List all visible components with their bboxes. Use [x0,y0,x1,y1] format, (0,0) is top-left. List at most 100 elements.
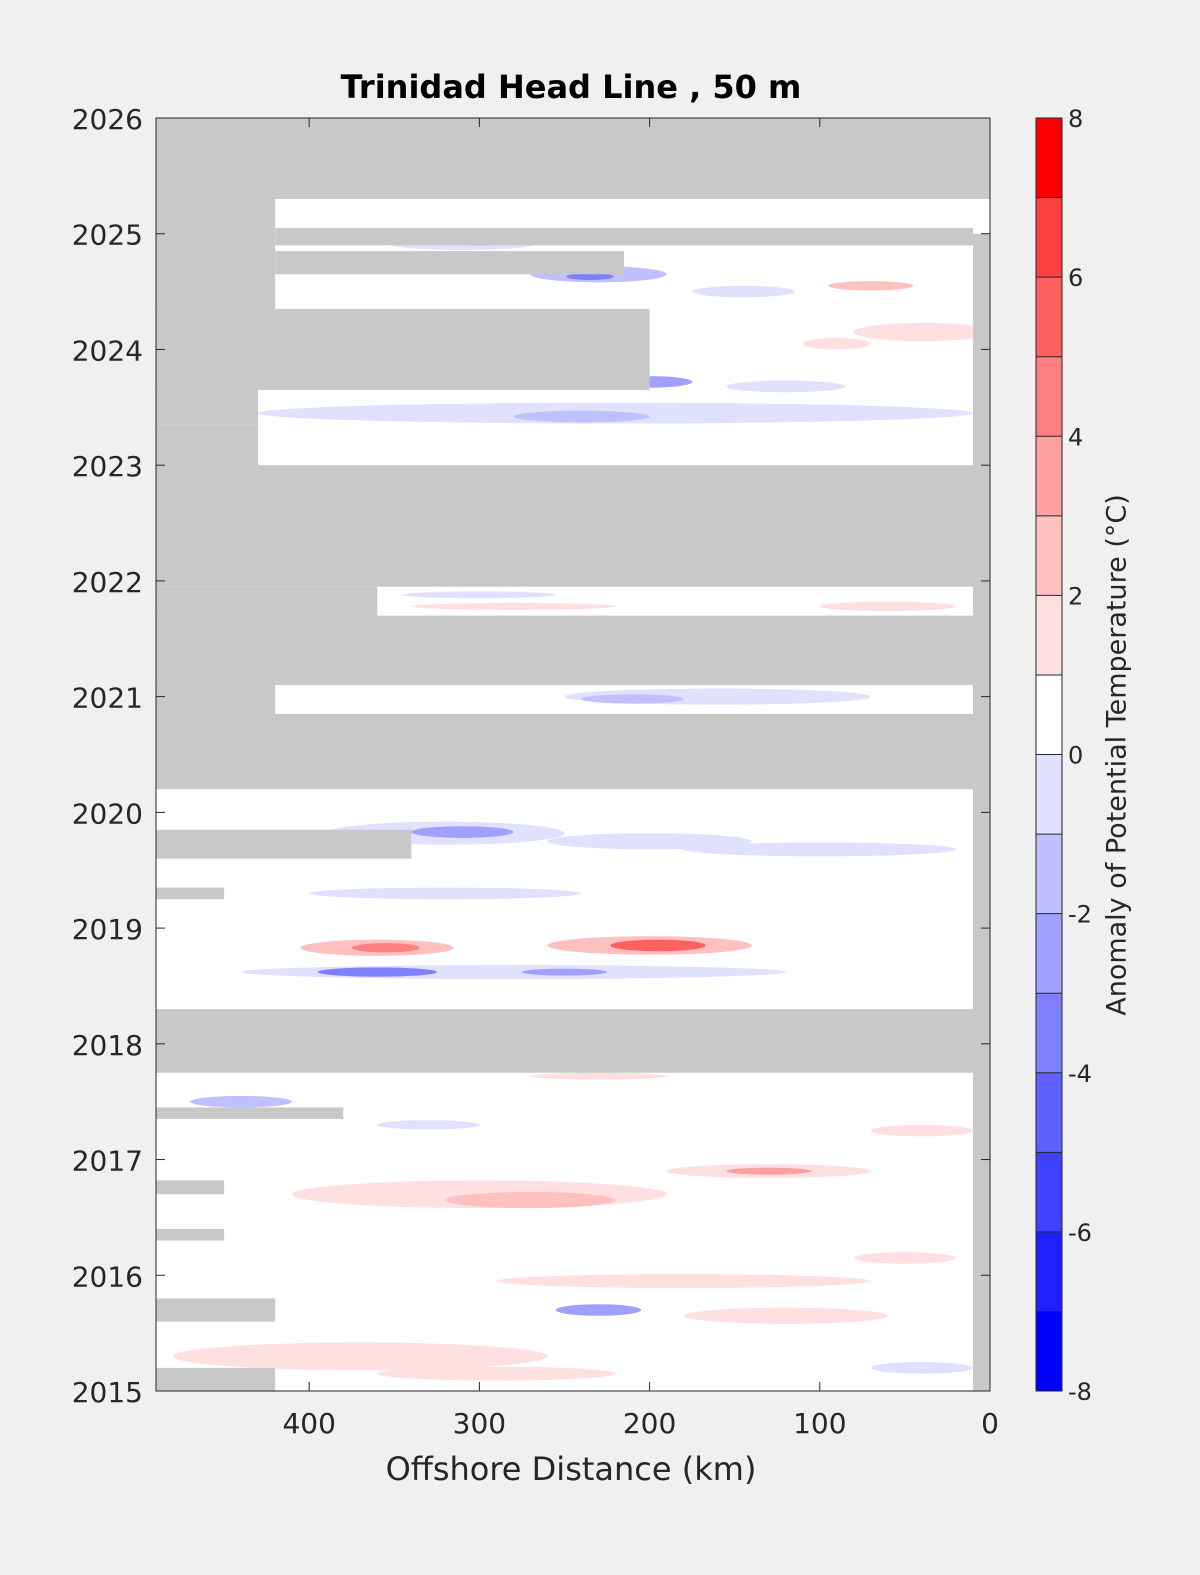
x-tick-label: 400 [282,1407,335,1440]
warm-anomaly-patch [351,943,420,953]
x-tick-label: 0 [981,1407,999,1440]
warm-anomaly-patch [828,281,914,291]
colorbar-step [1036,1072,1062,1153]
warm-anomaly-patch [870,1124,973,1137]
colorbar-tick-label: -8 [1068,1378,1092,1406]
colorbar-step [1036,197,1062,278]
x-axis-label: Offshore Distance (km) [386,1450,757,1488]
y-tick-label: 2021 [72,682,143,715]
no-data-band [156,887,225,900]
y-tick-label: 2024 [72,334,143,367]
no-data-band [156,1228,225,1241]
colorbar-tick-label: 2 [1068,582,1083,610]
warm-anomaly-patch [853,322,990,342]
no-data-band [156,308,650,390]
colorbar-step [1036,674,1062,755]
no-data-band [156,685,276,714]
colorbar-tick-label: -4 [1068,1060,1092,1088]
x-axis-ticks: 400 300 200 100 0 [282,118,999,1440]
colorbar-steps [1036,118,1062,1391]
plot-area [155,117,991,1392]
cold-anomaly-patch [683,842,956,857]
colorbar: -8 -6 -4 -2 0 2 4 6 8 Anomaly of Potential Tempe… [1035,105,1133,1406]
colorbar-step [1036,118,1062,198]
cold-anomaly-patch [726,380,846,393]
warm-anomaly-patch [445,1191,616,1209]
no-data-band [275,227,973,246]
warm-anomaly-patch [802,337,871,350]
plot-frame [155,117,991,1392]
cold-anomaly-patch [870,1362,973,1374]
no-data-band [156,389,259,425]
no-data-band [156,713,990,790]
cold-anomaly-patch [190,1095,293,1108]
colorbar-step [1036,436,1062,516]
warm-anomaly-patch [530,1072,667,1080]
y-tick-label: 2026 [72,103,143,136]
cold-anomaly-patch [513,410,650,423]
y-tick-label: 2023 [72,450,143,483]
no-data-band [156,465,990,587]
warm-anomaly-patch [819,601,956,611]
warm-anomaly-patch [377,1366,616,1381]
warm-anomaly-patch [683,1307,888,1324]
no-data-band [156,615,990,686]
colorbar-step [1036,834,1062,914]
cold-anomaly-patch [581,694,684,704]
y-tick-label: 2019 [72,913,143,946]
x-tick-label: 200 [623,1407,676,1440]
colorbar-step [1036,277,1062,357]
y-tick-label: 2017 [72,1145,143,1178]
warm-anomaly-patch [726,1167,812,1175]
no-data-band [156,1107,344,1120]
no-data-band [275,251,625,275]
no-data-band [156,586,378,616]
colorbar-step [1036,515,1062,596]
colorbar-step [1036,993,1062,1073]
colorbar-step [1036,1311,1062,1391]
cold-anomaly-patch [402,591,556,599]
no-data-band [156,1367,276,1391]
x-tick-label: 100 [793,1407,846,1440]
cold-anomaly-patch [411,826,514,838]
no-data-band [156,829,412,859]
cold-anomaly-patch [692,285,795,298]
cold-anomaly-patch [317,967,437,977]
cold-anomaly-patch [309,887,582,900]
no-data-band [156,1180,225,1195]
y-tick-label: 2015 [72,1376,143,1409]
no-data-band [156,424,259,466]
cold-anomaly-patch [566,273,614,281]
cold-anomaly-patch [547,833,752,850]
colorbar-step [1036,754,1062,835]
y-tick-label: 2018 [72,1029,143,1062]
y-tick-label: 2016 [72,1260,143,1293]
warm-anomaly-patch [411,602,616,610]
no-data-layer [156,118,990,1391]
colorbar-tick-label: -6 [1068,1219,1092,1247]
y-tick-label: 2020 [72,797,143,830]
colorbar-tick-label: 0 [1068,742,1083,770]
colorbar-label: Anomaly of Potential Temperature (°C) [1102,494,1133,1016]
colorbar-tick-label: 8 [1068,105,1083,133]
chart-title: Trinidad Head Line , 50 m [341,68,802,106]
colorbar-step [1036,595,1062,675]
no-data-band [156,118,990,200]
warm-anomaly-patch [610,939,706,952]
colorbar-step [1036,1152,1062,1232]
colorbar-ticks: -8 -6 -4 -2 0 2 4 6 8 [1068,105,1092,1406]
colorbar-frame [1035,117,1063,1392]
x-tick-label: 300 [453,1407,506,1440]
colorbar-step [1036,356,1062,437]
warm-anomaly-patch [853,1252,956,1264]
colorbar-tick-label: 4 [1068,423,1083,451]
y-tick-label: 2022 [72,566,143,599]
no-data-band [156,1009,990,1073]
y-tick-label: 2025 [72,219,143,252]
colorbar-tick-label: 6 [1068,264,1083,292]
no-data-band [156,199,276,309]
anomaly-layer [173,236,990,1381]
warm-anomaly-patch [496,1274,871,1289]
colorbar-tick-label: -2 [1068,901,1092,929]
